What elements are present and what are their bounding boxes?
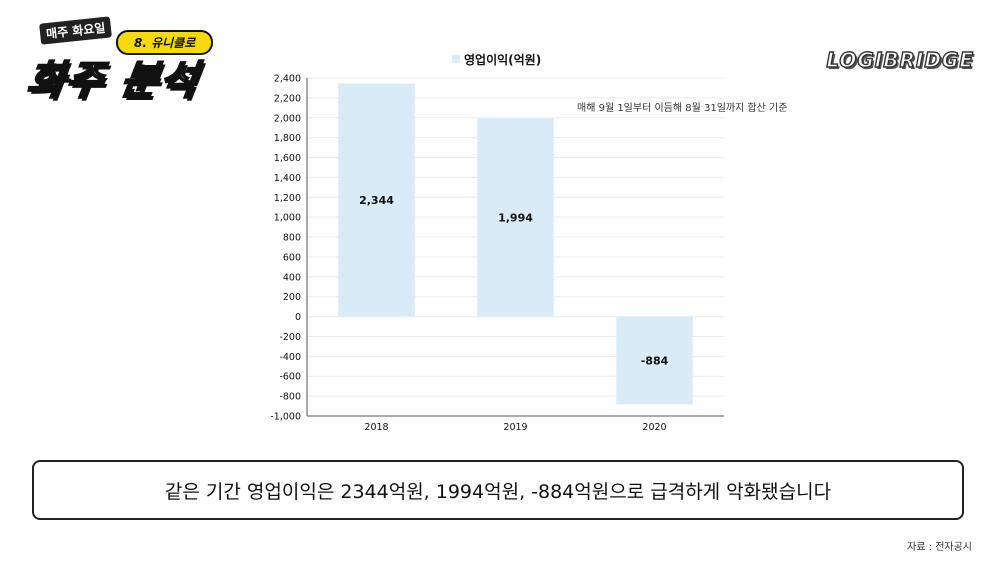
y-tick-label: 0	[295, 312, 301, 323]
x-axis-ticks: 2018 2019 2020	[364, 422, 666, 433]
y-tick-label: 1,600	[274, 153, 301, 164]
y-tick-label: -800	[279, 392, 301, 403]
y-tick-label: 800	[283, 233, 301, 244]
x-tick-label: 2019	[503, 422, 527, 433]
y-tick-label: 2,000	[274, 113, 301, 124]
data-label-2019: 1,994	[498, 211, 533, 224]
source-note: 자료 : 전자공시	[907, 542, 972, 553]
y-axis-ticks: 2,400 2,200 2,000 1,800 1,600 1,400 1,200 1,000…	[270, 74, 301, 423]
bar-2019	[477, 118, 554, 317]
y-tick-label: -600	[279, 372, 301, 383]
y-tick-label: 1,800	[274, 133, 301, 144]
y-tick-label: 400	[283, 272, 301, 283]
legend-swatch	[452, 55, 460, 63]
y-tick-label: -200	[279, 332, 301, 343]
data-labels: 2,344 1,994 -884	[359, 194, 669, 367]
y-tick-label: 2,400	[274, 74, 301, 85]
chart-annotation: 매해 9월 1일부터 이듬해 8월 31일까지 합산 기준	[577, 101, 787, 114]
episode-badge: 8. 유니클로	[116, 30, 214, 55]
x-tick-label: 2020	[642, 422, 666, 433]
y-tick-label: 600	[283, 252, 301, 263]
y-tick-label: -1,000	[270, 412, 301, 423]
caption-box: 같은 기간 영업이익은 2344억원, 1994억원, -884억원으로 급격하…	[32, 460, 964, 520]
legend: 영업이익(억원)	[452, 52, 541, 67]
y-tick-label: 1,000	[274, 213, 301, 224]
y-tick-label: 200	[283, 292, 301, 303]
data-label-2020: -884	[641, 355, 669, 368]
bars	[338, 83, 693, 405]
bar-2020	[616, 316, 693, 405]
series-logo: 매주 화요일 8. 유니클로 화주 분석	[23, 16, 234, 108]
axes	[306, 78, 724, 417]
operating-profit-chart: 2,400 2,200 2,000 1,800 1,600 1,400 1,200 1,000…	[270, 52, 787, 433]
y-tick-label: 2,200	[274, 93, 301, 104]
legend-label: 영업이익(억원)	[464, 52, 541, 67]
caption-text: 같은 기간 영업이익은 2344억원, 1994억원, -884억원으로 급격하…	[164, 480, 832, 503]
bar-2018	[338, 83, 415, 317]
data-label-2018: 2,344	[359, 194, 394, 207]
y-tick-label: -400	[279, 352, 301, 363]
brand-logo: LOGIBRIDGE	[826, 47, 974, 72]
y-tick-label: 1,400	[274, 173, 301, 184]
y-tick-label: 1,200	[274, 193, 301, 204]
x-tick-label: 2018	[364, 422, 388, 433]
